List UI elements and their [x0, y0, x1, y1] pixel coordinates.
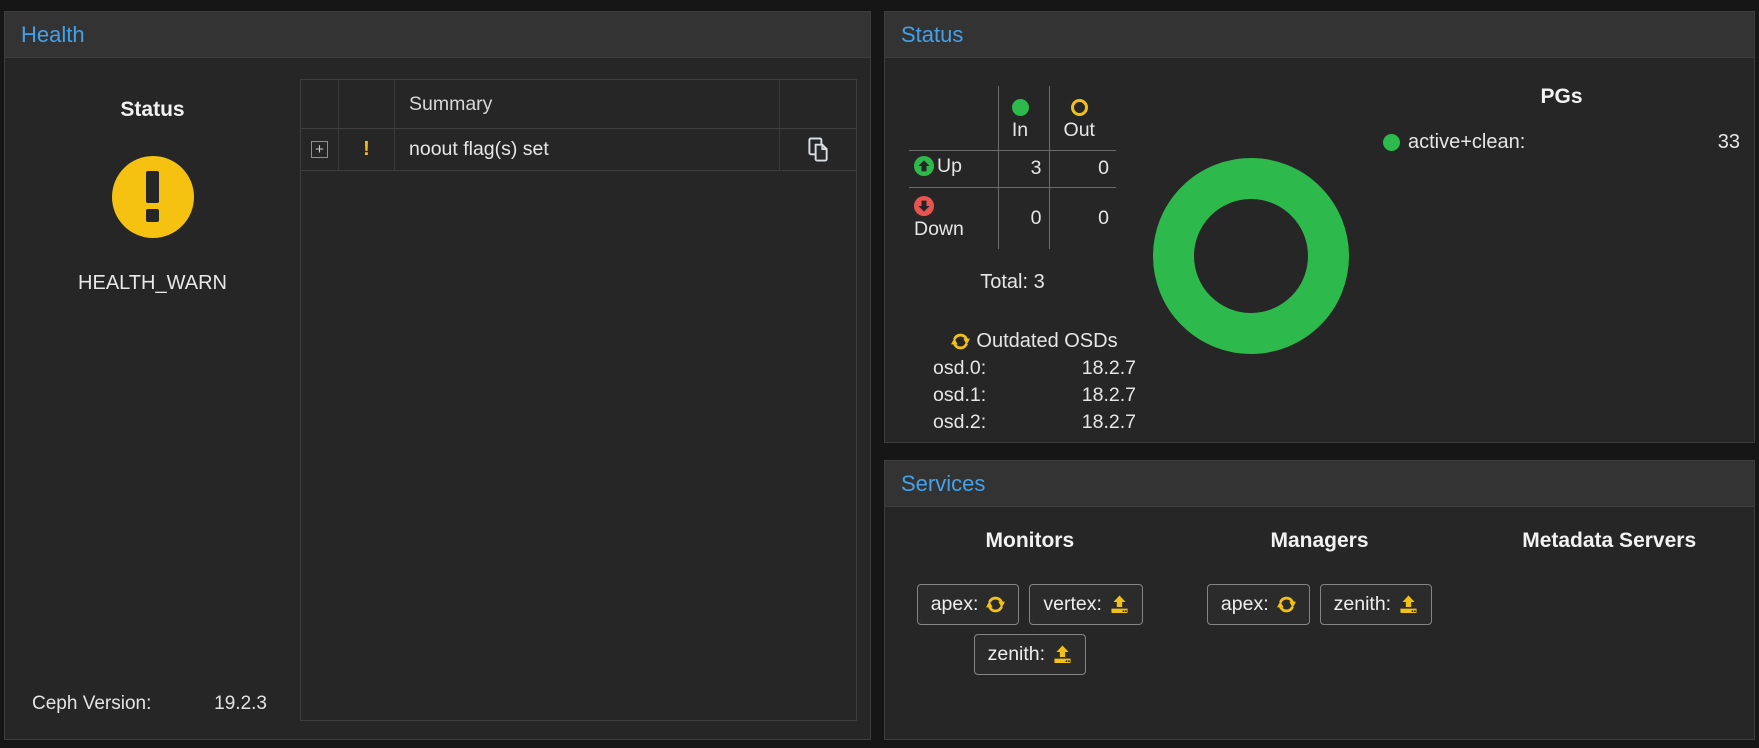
- pgs-heading: PGs: [1540, 85, 1583, 108]
- status-panel-body: In Out Up: [885, 58, 1754, 442]
- outdated-osds-block: Outdated OSDs osd.0: 18.2.7 osd.1: 18.2.…: [933, 330, 1136, 434]
- ceph-version-label: Ceph Version:: [32, 693, 152, 714]
- osd-name: osd.0:: [933, 357, 987, 379]
- row-header-up: Up: [909, 150, 999, 188]
- status-panel-title: Status: [901, 21, 964, 47]
- monitor-zenith-button[interactable]: zenith:: [973, 634, 1087, 675]
- metadata-servers-group: Metadata Servers: [1464, 529, 1754, 739]
- list-item: osd.0: 18.2.7: [933, 356, 1136, 380]
- osd-name: osd.1:: [933, 384, 987, 406]
- osd-total: Total: 3: [980, 271, 1045, 293]
- osd-name: osd.2:: [933, 411, 987, 433]
- osd-down-in-count: 0: [998, 187, 1050, 249]
- health-summary-table: Summary + ! noout flag(s) set: [300, 79, 857, 721]
- osd-counts-column: In Out Up: [885, 58, 1136, 442]
- warning-exclamation-dot: [146, 209, 159, 222]
- upload-icon: [1399, 595, 1418, 614]
- row-expander-button[interactable]: +: [311, 141, 328, 158]
- copy-icon[interactable]: [807, 137, 830, 162]
- summary-header-action-cell: [780, 80, 856, 128]
- warning-exclamation-icon: !: [363, 138, 370, 160]
- services-panel-title: Services: [901, 470, 986, 496]
- summary-cell-text: noout flag(s) set: [395, 129, 780, 170]
- health-panel: Health Status HEALTH_WARN Ceph Version: …: [4, 11, 871, 740]
- services-panel: Services Monitors apex: vertex:: [884, 460, 1755, 740]
- services-panel-body: Monitors apex: vertex: zenith:: [885, 507, 1754, 739]
- list-item: osd.2: 18.2.7: [933, 410, 1136, 434]
- osd-up-in-count: 3: [998, 150, 1050, 188]
- warning-circle-icon: [111, 156, 194, 238]
- osd-version: 18.2.7: [1081, 357, 1136, 379]
- osd-updown-table: In Out Up: [909, 86, 1116, 249]
- managers-group: Managers apex: zenith:: [1175, 529, 1465, 739]
- list-item: osd.1: 18.2.7: [933, 383, 1136, 407]
- status-panel-header: Status: [885, 12, 1754, 58]
- pg-state-count: 33: [1717, 131, 1740, 153]
- osd-up-out-count: 0: [1049, 150, 1116, 188]
- manager-apex-button[interactable]: apex:: [1206, 584, 1310, 625]
- monitors-group: Monitors apex: vertex: zenith:: [885, 529, 1175, 739]
- ceph-version-row: Ceph Version: 19.2.3: [5, 693, 300, 739]
- metadata-servers-heading: Metadata Servers: [1522, 529, 1697, 552]
- row-header-down: Down: [909, 187, 999, 249]
- arrow-circle-up-icon: [914, 156, 934, 176]
- arrow-circle-down-icon: [914, 196, 934, 216]
- osd-version: 18.2.7: [1081, 384, 1136, 406]
- upload-icon: [1053, 645, 1072, 664]
- summary-column-header: Summary: [395, 80, 780, 128]
- refresh-icon: [951, 332, 970, 351]
- refresh-icon: [1277, 595, 1296, 614]
- out-ring-icon: [1070, 98, 1088, 116]
- health-panel-body: Status HEALTH_WARN Ceph Version: 19.2.3: [5, 58, 870, 739]
- health-status-heading: Status: [120, 98, 185, 121]
- manager-zenith-button[interactable]: zenith:: [1319, 584, 1433, 625]
- managers-heading: Managers: [1270, 529, 1369, 552]
- refresh-icon: [986, 595, 1005, 614]
- health-panel-title: Health: [21, 21, 85, 47]
- health-status-value: HEALTH_WARN: [78, 272, 227, 294]
- health-status-column: Status HEALTH_WARN Ceph Version: 19.2.3: [5, 58, 300, 739]
- monitor-vertex-button[interactable]: vertex:: [1029, 584, 1143, 625]
- warning-exclamation-bar: [146, 171, 159, 203]
- status-panel: Status In Out: [884, 11, 1755, 443]
- summary-table-header-row: Summary: [301, 80, 856, 129]
- pg-state-label: active+clean:: [1408, 131, 1526, 153]
- osd-version: 18.2.7: [1081, 411, 1136, 433]
- pg-state-row: active+clean: 33: [1383, 131, 1740, 154]
- summary-header-expander-cell: [301, 80, 339, 128]
- ceph-version-value: 19.2.3: [214, 693, 267, 714]
- summary-header-icon-cell: [339, 80, 395, 128]
- outdated-osds-heading: Outdated OSDs: [933, 330, 1136, 353]
- services-panel-header: Services: [885, 461, 1754, 507]
- upload-icon: [1110, 595, 1129, 614]
- pg-donut-chart: [1153, 158, 1349, 354]
- in-dot-icon: [1011, 98, 1029, 116]
- health-panel-header: Health: [5, 12, 870, 58]
- col-header-out: Out: [1049, 86, 1116, 151]
- monitors-heading: Monitors: [985, 529, 1075, 552]
- col-header-in: In: [998, 86, 1050, 151]
- osd-down-out-count: 0: [1098, 206, 1109, 229]
- monitor-apex-button[interactable]: apex:: [916, 584, 1020, 625]
- table-row[interactable]: + ! noout flag(s) set: [301, 129, 856, 171]
- pgs-column: PGs active+clean: 33: [1375, 58, 1754, 442]
- active-clean-dot-icon: [1383, 134, 1400, 151]
